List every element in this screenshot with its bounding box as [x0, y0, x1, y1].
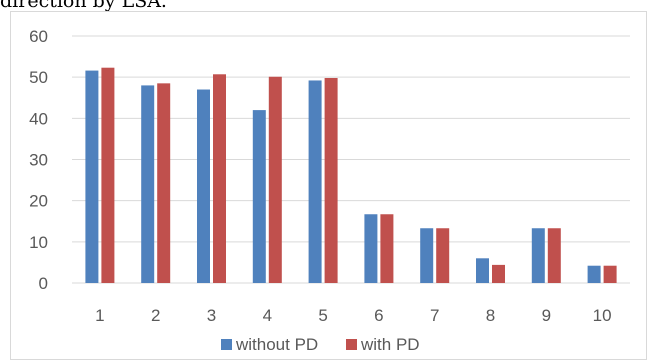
- y-tick-label: 10: [29, 233, 48, 252]
- bar-without-pd-1: [85, 70, 99, 283]
- bar-without-pd-9: [531, 228, 545, 283]
- bar-without-pd-2: [141, 85, 155, 284]
- legend-swatch-without-pd: [221, 339, 232, 350]
- x-tick-label: 10: [593, 306, 612, 325]
- x-tick-label: 1: [95, 306, 104, 325]
- legend-swatch-with-pd: [346, 339, 357, 350]
- x-tick-label: 9: [542, 306, 551, 325]
- bar-with-pd-9: [547, 228, 561, 283]
- bars: [85, 67, 617, 284]
- bar-with-pd-10: [603, 265, 617, 283]
- x-tick-label: 5: [318, 306, 327, 325]
- x-tick-label: 6: [374, 306, 383, 325]
- bar-with-pd-5: [324, 77, 338, 284]
- y-tick-label: 40: [29, 109, 48, 128]
- x-tick-label: 3: [207, 306, 216, 325]
- y-tick-label: 20: [29, 192, 48, 211]
- bar-without-pd-7: [420, 228, 434, 283]
- bar-with-pd-1: [101, 67, 115, 283]
- gridlines: [72, 35, 630, 284]
- x-tick-label: 4: [263, 306, 272, 325]
- y-axis-ticks: 0 10 20 30 40 50 60: [29, 27, 48, 293]
- bar-with-pd-2: [157, 83, 171, 283]
- bar-without-pd-10: [587, 265, 601, 283]
- y-tick-label: 50: [29, 68, 48, 87]
- bar-with-pd-3: [213, 74, 226, 283]
- bar-without-pd-5: [308, 80, 322, 284]
- y-tick-label: 60: [29, 27, 48, 46]
- bar-with-pd-7: [436, 228, 450, 283]
- bar-with-pd-6: [380, 214, 394, 283]
- legend: without PD with PD: [221, 335, 420, 354]
- x-tick-label: 8: [486, 306, 495, 325]
- x-tick-label: 7: [430, 306, 439, 325]
- bar-with-pd-8: [492, 264, 505, 283]
- x-axis-ticks: 1 2 3 4 5 6 7 8 9 10: [95, 306, 611, 325]
- bar-with-pd-4: [268, 76, 282, 283]
- bar-without-pd-8: [476, 258, 489, 283]
- y-tick-label: 0: [39, 274, 48, 293]
- bar-without-pd-4: [252, 110, 266, 283]
- bar-without-pd-6: [364, 214, 378, 283]
- bar-without-pd-3: [197, 89, 210, 284]
- legend-label-with-pd: with PD: [360, 335, 420, 354]
- x-tick-label: 2: [151, 306, 160, 325]
- y-tick-label: 30: [29, 151, 48, 170]
- caption-text: direction by LSA.: [0, 0, 167, 12]
- legend-label-without-pd: without PD: [235, 335, 318, 354]
